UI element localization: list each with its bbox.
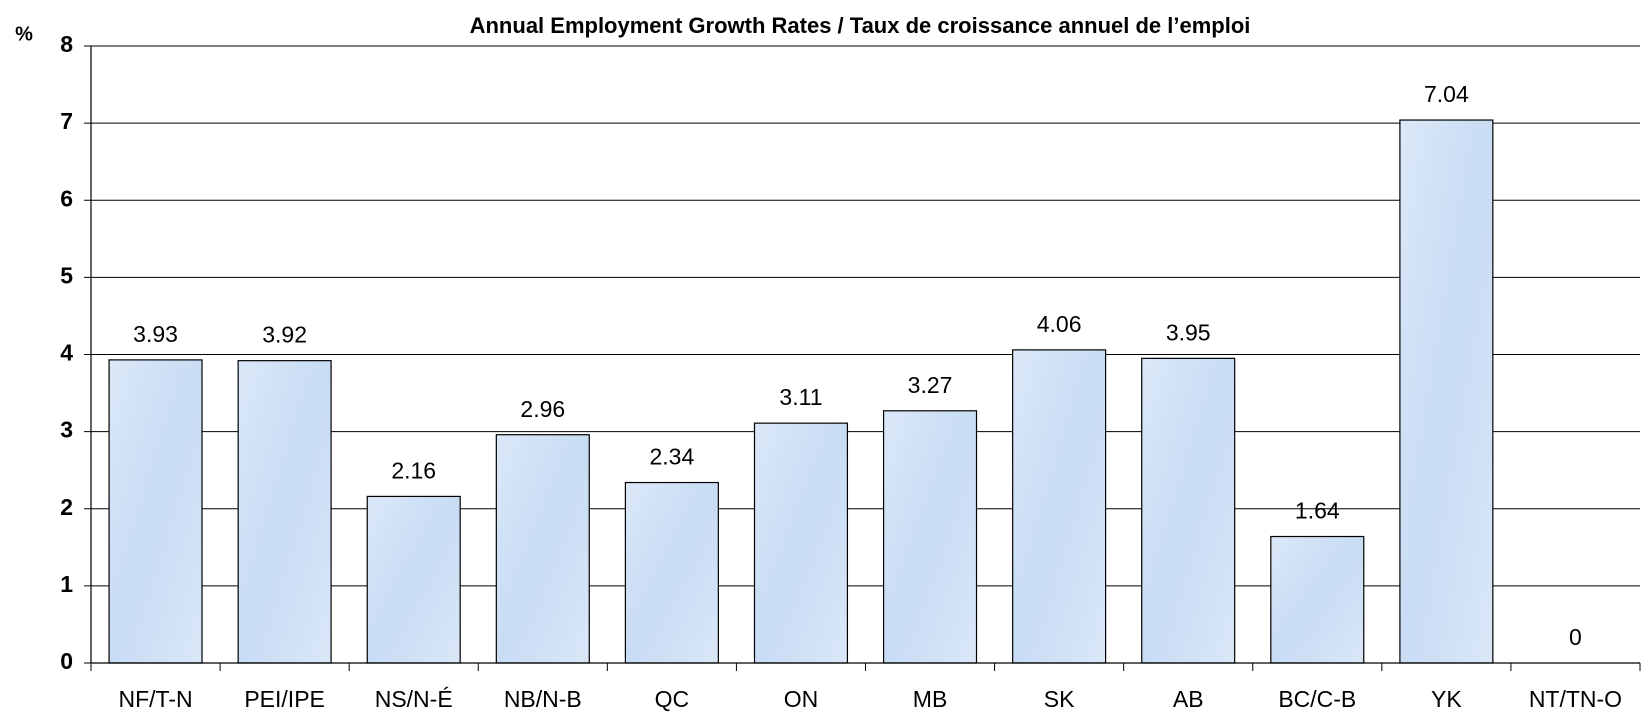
value-label: 1.64 <box>1295 498 1340 524</box>
y-tick-label: 7 <box>60 108 73 134</box>
x-tick-label: NS/N-É <box>375 686 453 712</box>
bar <box>1012 349 1107 664</box>
y-axis-label: % <box>15 23 33 45</box>
x-tick-label: NF/T-N <box>118 686 192 712</box>
x-tick-label: BC/C-B <box>1278 686 1356 712</box>
bar <box>366 495 461 664</box>
bar <box>237 360 332 664</box>
value-label: 0 <box>1569 624 1582 650</box>
value-label: 3.27 <box>908 372 953 398</box>
value-label: 3.93 <box>133 321 178 347</box>
value-label: 2.16 <box>391 457 436 483</box>
x-tick-label: QC <box>655 686 690 712</box>
x-tick-label: AB <box>1173 686 1204 712</box>
y-tick-label: 2 <box>60 494 73 520</box>
value-label: 7.04 <box>1424 81 1469 107</box>
x-tick-label: SK <box>1044 686 1075 712</box>
y-tick-label: 8 <box>60 31 73 57</box>
value-label: 2.96 <box>520 396 565 422</box>
y-tick-label: 3 <box>60 417 73 443</box>
bar <box>1399 119 1494 664</box>
x-tick-label: MB <box>913 686 948 712</box>
y-tick-label: 4 <box>60 340 73 366</box>
bar <box>624 481 719 664</box>
value-label: 2.34 <box>649 444 694 470</box>
bar <box>1270 535 1365 664</box>
x-tick-label: NT/TN-O <box>1529 686 1622 712</box>
value-label: 4.06 <box>1037 311 1082 337</box>
x-tick-label: ON <box>784 686 819 712</box>
value-label: 3.11 <box>779 384 822 410</box>
x-tick-label: YK <box>1431 686 1462 712</box>
y-tick-label: 5 <box>60 262 73 288</box>
chart-title: Annual Employment Growth Rates / Taux de… <box>470 13 1251 38</box>
bar <box>753 422 849 664</box>
value-label: 3.95 <box>1166 319 1211 345</box>
bar <box>495 434 590 664</box>
bar <box>108 359 203 664</box>
bar <box>1141 357 1236 664</box>
x-tick-label: PEI/IPE <box>244 686 325 712</box>
bar <box>882 410 978 664</box>
value-label: 3.92 <box>262 322 307 348</box>
y-tick-label: 0 <box>60 648 73 674</box>
x-tick-label: NB/N-B <box>504 686 582 712</box>
y-tick-label: 1 <box>60 571 73 597</box>
y-tick-label: 6 <box>60 185 73 211</box>
